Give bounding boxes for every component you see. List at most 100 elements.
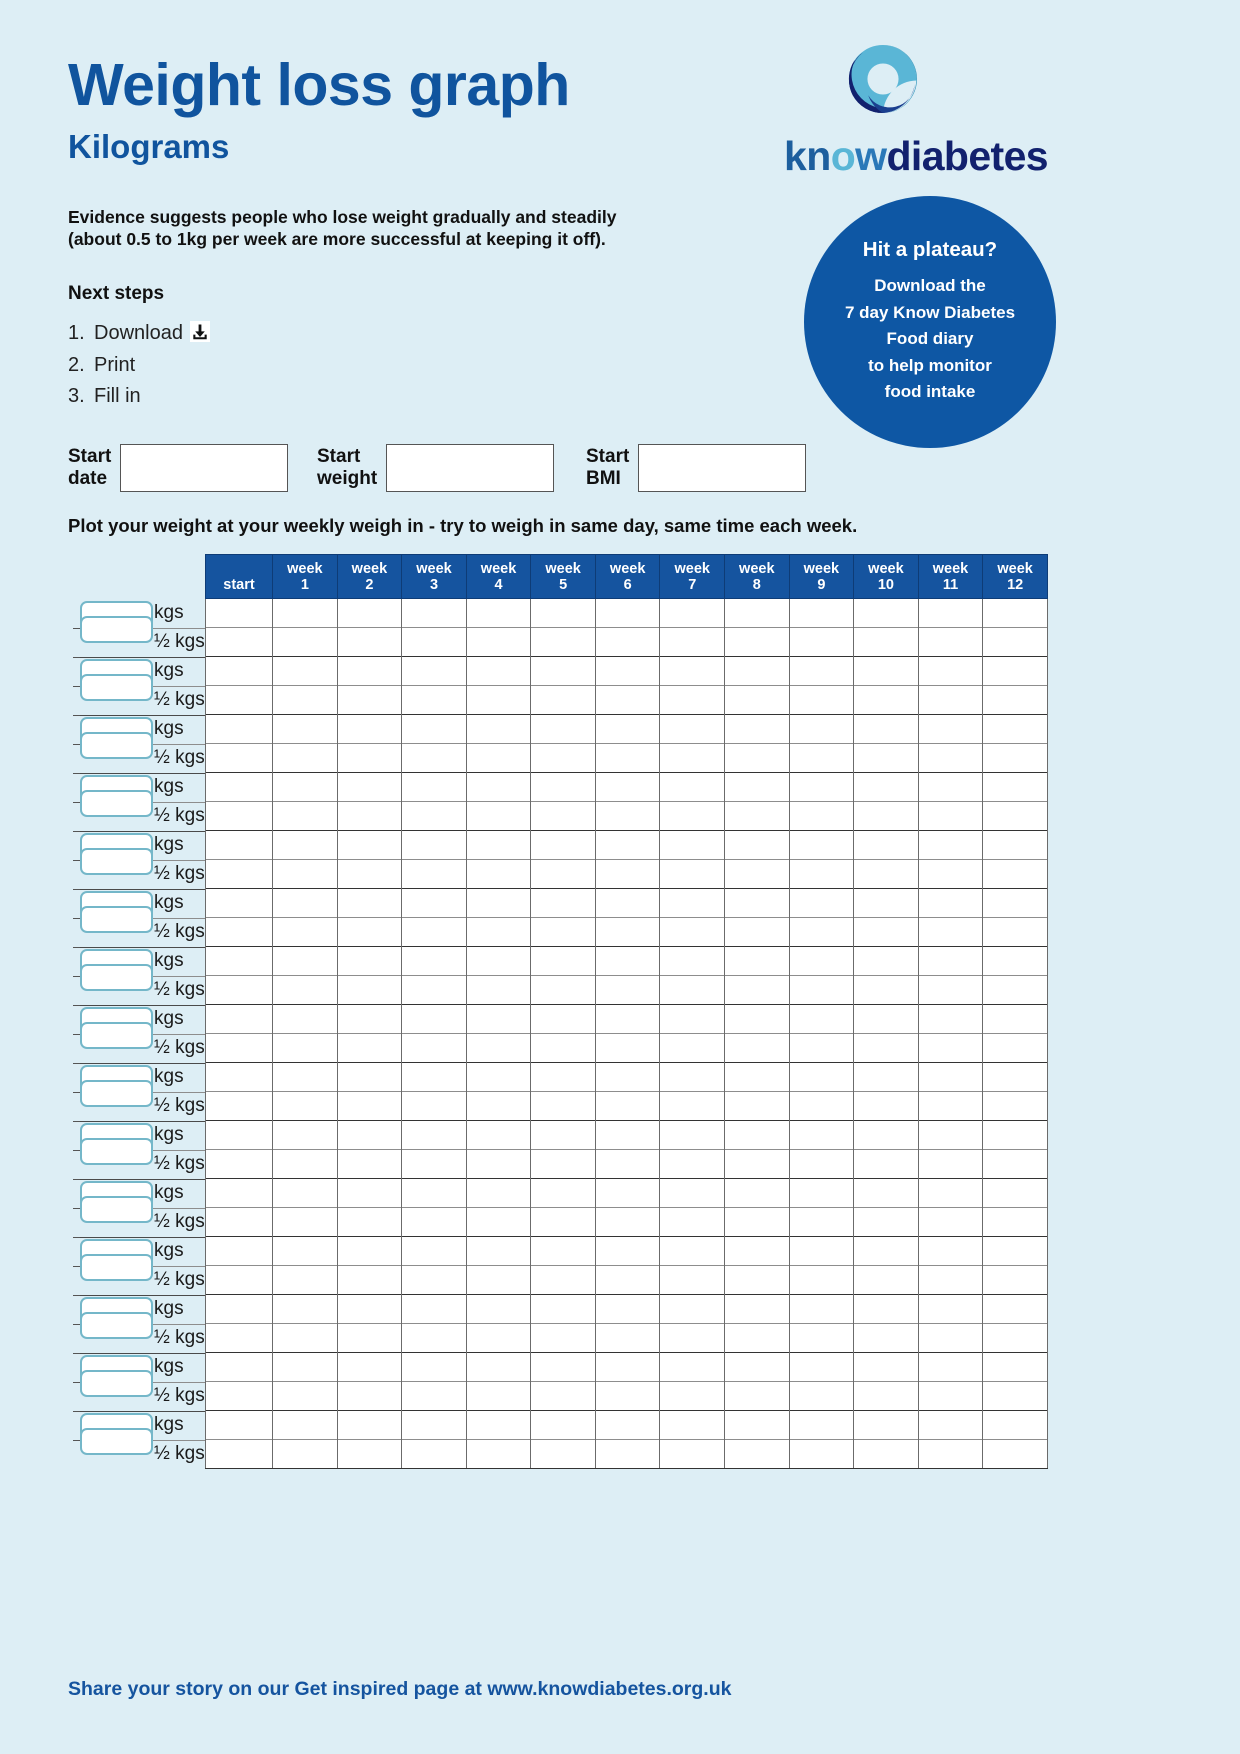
plot-cell[interactable] <box>204 946 274 976</box>
plot-cell[interactable] <box>594 656 661 686</box>
plot-cell[interactable] <box>401 888 467 918</box>
plot-cell[interactable] <box>982 1149 1048 1179</box>
plot-cell[interactable] <box>853 1178 919 1208</box>
plot-cell[interactable] <box>917 714 984 744</box>
plot-cell[interactable] <box>204 714 274 744</box>
plot-cell[interactable] <box>917 1294 984 1324</box>
plot-cell[interactable] <box>724 1178 790 1208</box>
plot-cell[interactable] <box>724 1410 790 1440</box>
plot-cell[interactable] <box>530 714 596 744</box>
plot-cell[interactable] <box>336 1178 403 1208</box>
plot-cell[interactable] <box>982 1120 1048 1150</box>
plot-cell[interactable] <box>853 946 919 976</box>
plot-cell[interactable] <box>659 627 726 657</box>
plot-cell[interactable] <box>594 1439 661 1469</box>
plot-cell[interactable] <box>272 801 338 831</box>
plot-cell[interactable] <box>336 1352 403 1382</box>
plot-cell[interactable] <box>204 830 274 860</box>
plot-cell[interactable] <box>530 1236 596 1266</box>
plot-cell[interactable] <box>853 772 919 802</box>
plot-cell[interactable] <box>917 1033 984 1063</box>
plot-cell[interactable] <box>982 1207 1048 1237</box>
plot-cell[interactable] <box>982 801 1048 831</box>
plot-cell[interactable] <box>204 801 274 831</box>
start-date-field[interactable] <box>120 444 289 492</box>
plot-cell[interactable] <box>465 917 532 947</box>
plot-cell[interactable] <box>594 1294 661 1324</box>
plot-cell[interactable] <box>336 1004 403 1034</box>
plot-cell[interactable] <box>659 917 726 947</box>
plot-cell[interactable] <box>465 685 532 715</box>
plot-cell[interactable] <box>982 1439 1048 1469</box>
plot-cell[interactable] <box>594 1062 661 1092</box>
plot-cell[interactable] <box>724 598 790 628</box>
plot-cell[interactable] <box>853 888 919 918</box>
plot-cell[interactable] <box>272 1207 338 1237</box>
plot-cell[interactable] <box>788 1062 855 1092</box>
plot-cell[interactable] <box>530 685 596 715</box>
start-bmi-field[interactable] <box>638 444 807 492</box>
plot-cell[interactable] <box>465 743 532 773</box>
plot-cell[interactable] <box>853 1236 919 1266</box>
plot-cell[interactable] <box>204 1265 274 1295</box>
plot-cell[interactable] <box>465 1062 532 1092</box>
plot-cell[interactable] <box>465 1236 532 1266</box>
plot-cell[interactable] <box>336 1033 403 1063</box>
plot-cell[interactable] <box>401 598 467 628</box>
plot-cell[interactable] <box>336 1062 403 1092</box>
plot-cell[interactable] <box>982 1381 1048 1411</box>
plot-cell[interactable] <box>659 1120 726 1150</box>
plot-cell[interactable] <box>788 1178 855 1208</box>
plot-cell[interactable] <box>530 946 596 976</box>
plot-cell[interactable] <box>530 1091 596 1121</box>
plot-cell[interactable] <box>336 1149 403 1179</box>
plot-cell[interactable] <box>530 772 596 802</box>
plot-cell[interactable] <box>204 1294 274 1324</box>
weight-value-input[interactable] <box>80 847 153 875</box>
plot-cell[interactable] <box>336 888 403 918</box>
plot-cell[interactable] <box>853 1294 919 1324</box>
plot-cell[interactable] <box>788 598 855 628</box>
plot-cell[interactable] <box>204 1207 274 1237</box>
plot-cell[interactable] <box>204 1236 274 1266</box>
plot-cell[interactable] <box>465 801 532 831</box>
plot-cell[interactable] <box>594 917 661 947</box>
plot-cell[interactable] <box>788 1294 855 1324</box>
plot-cell[interactable] <box>853 627 919 657</box>
plot-cell[interactable] <box>272 1062 338 1092</box>
plot-cell[interactable] <box>272 743 338 773</box>
plot-cell[interactable] <box>917 1323 984 1353</box>
plot-cell[interactable] <box>724 1265 790 1295</box>
plot-cell[interactable] <box>204 1033 274 1063</box>
plot-cell[interactable] <box>336 859 403 889</box>
plot-cell[interactable] <box>272 1033 338 1063</box>
plot-cell[interactable] <box>788 714 855 744</box>
plot-cell[interactable] <box>659 946 726 976</box>
plot-cell[interactable] <box>982 1410 1048 1440</box>
plot-cell[interactable] <box>724 1004 790 1034</box>
plot-cell[interactable] <box>982 1033 1048 1063</box>
plot-cell[interactable] <box>401 801 467 831</box>
plot-cell[interactable] <box>401 1149 467 1179</box>
plot-cell[interactable] <box>204 656 274 686</box>
plot-cell[interactable] <box>594 1323 661 1353</box>
plot-cell[interactable] <box>336 946 403 976</box>
plot-cell[interactable] <box>465 656 532 686</box>
plot-cell[interactable] <box>659 772 726 802</box>
plot-cell[interactable] <box>788 1323 855 1353</box>
plot-cell[interactable] <box>788 888 855 918</box>
plot-cell[interactable] <box>788 946 855 976</box>
plot-cell[interactable] <box>530 656 596 686</box>
plot-cell[interactable] <box>917 1149 984 1179</box>
plot-cell[interactable] <box>853 685 919 715</box>
plot-cell[interactable] <box>594 714 661 744</box>
plot-cell[interactable] <box>724 888 790 918</box>
plot-cell[interactable] <box>465 1120 532 1150</box>
plot-cell[interactable] <box>724 1439 790 1469</box>
plot-cell[interactable] <box>853 1439 919 1469</box>
plot-cell[interactable] <box>788 1236 855 1266</box>
weight-value-input[interactable] <box>80 1253 153 1281</box>
plot-cell[interactable] <box>401 1091 467 1121</box>
plot-cell[interactable] <box>272 830 338 860</box>
plot-cell[interactable] <box>272 1265 338 1295</box>
